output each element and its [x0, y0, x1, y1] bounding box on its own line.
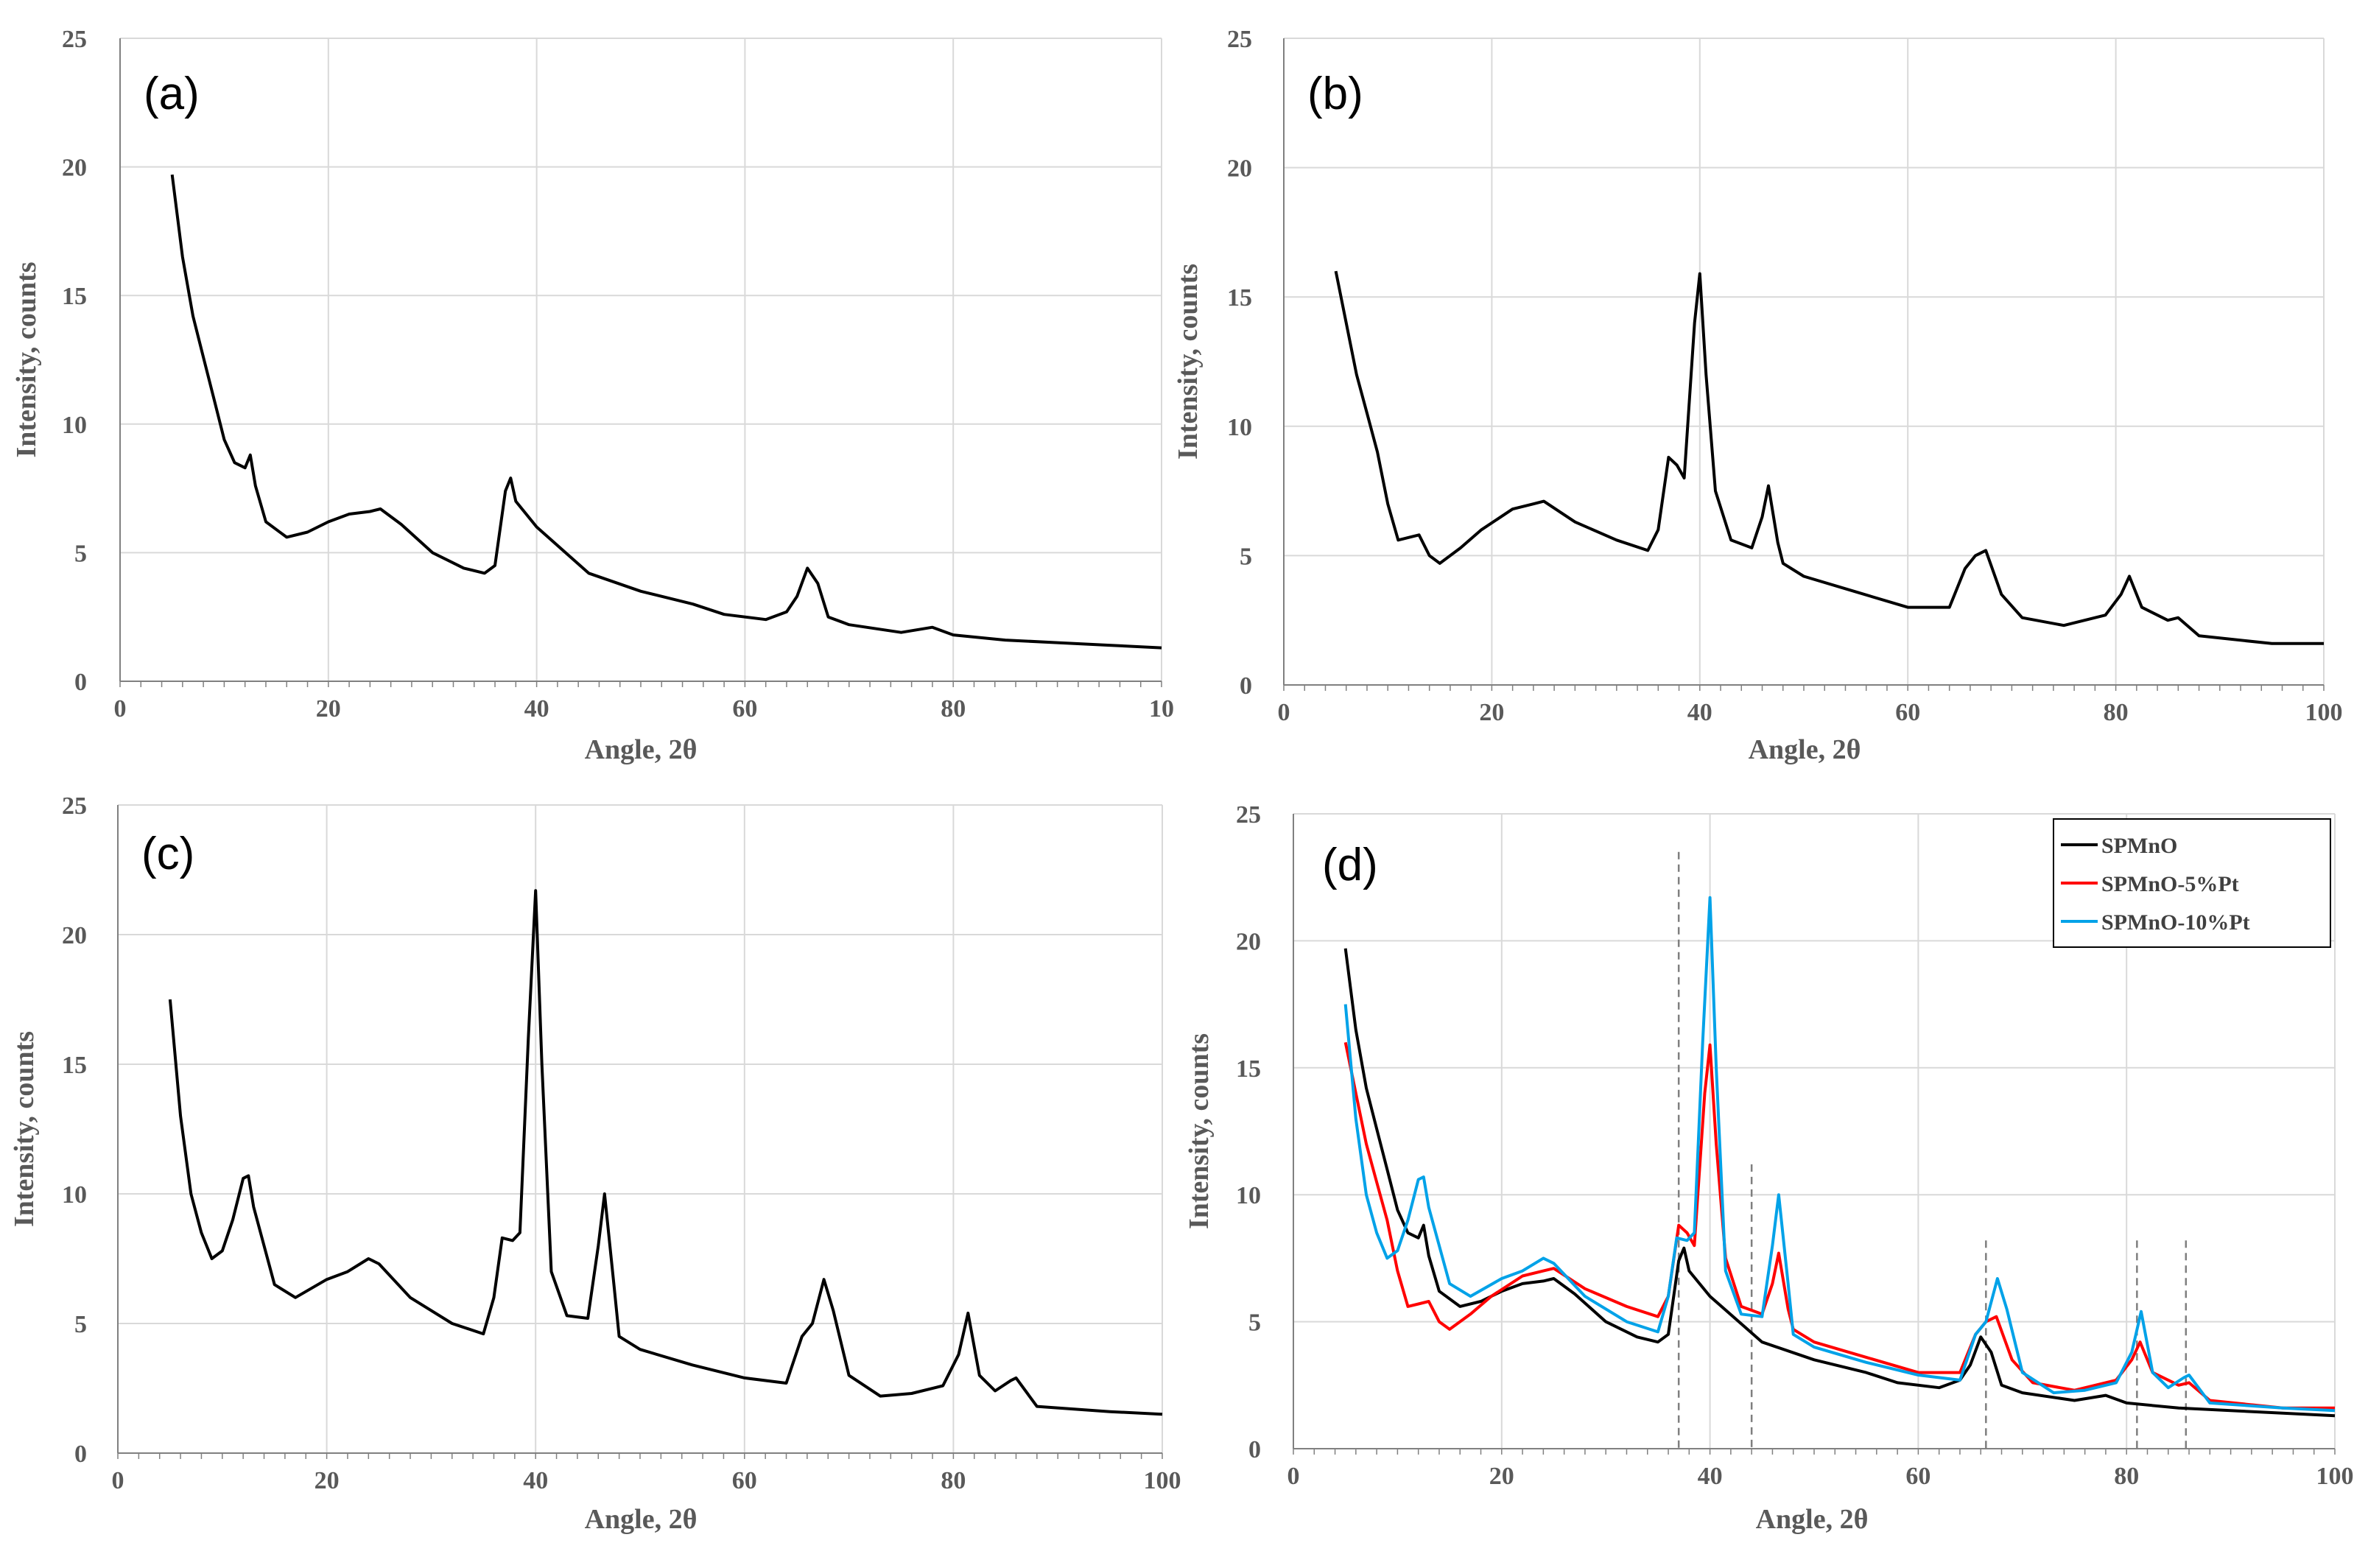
x-tick-label: 80 [941, 1467, 966, 1494]
x-axis-title: Angle, 2θ [1749, 734, 1861, 765]
x-tick-label: 100 [2305, 699, 2343, 726]
y-tick-label: 10 [1236, 1182, 1261, 1209]
series-line-0 [168, 889, 1163, 1416]
x-axis-title: Angle, 2θ [585, 1504, 698, 1535]
y-tick-label: 0 [1248, 1436, 1261, 1463]
y-tick-label: 15 [62, 1052, 87, 1079]
x-tick-label: 20 [315, 1467, 340, 1494]
y-tick-label: 10 [62, 1181, 87, 1209]
legend-entry: SPMnO-10%Pt [2101, 910, 2250, 935]
x-axis-title: Angle, 2θ [585, 734, 698, 765]
y-axis-title: Intensity, counts [1173, 264, 1204, 460]
x-tick-label: 0 [112, 1467, 124, 1494]
y-axis-title: Intensity, counts [1184, 1033, 1215, 1229]
y-axis-title: Intensity, counts [11, 261, 42, 457]
panel-label: (d) [1322, 840, 1378, 890]
x-tick-label: 60 [1895, 699, 1920, 726]
x-tick-label: 20 [1479, 699, 1504, 726]
x-tick-label: 100 [1144, 1467, 1181, 1494]
y-tick-label: 20 [62, 922, 87, 949]
series-line-2 [1343, 896, 2336, 1413]
x-axis-title: Angle, 2θ [1756, 1504, 1869, 1535]
panel-label: (a) [144, 68, 200, 119]
y-tick-label: 15 [1227, 284, 1252, 312]
x-tick-label: 20 [316, 695, 341, 723]
x-tick-label: 0 [1287, 1463, 1300, 1490]
y-tick-label: 5 [1240, 543, 1252, 570]
panel-c: 0 20 40 60 80 100 0 5 10 15 20 25 Angle, 2θ Intensity… [9, 792, 1181, 1535]
y-tick-label: 0 [1240, 672, 1252, 700]
panel-label: (b) [1307, 68, 1363, 119]
y-tick-label: 25 [62, 26, 87, 53]
panel-b: 0 20 40 60 80 100 0 5 10 15 20 25 Angle, 2θ Intensity… [1173, 26, 2343, 765]
y-tick-label: 25 [1236, 801, 1261, 829]
panel-label: (c) [141, 829, 194, 879]
y-tick-label: 25 [1227, 26, 1252, 53]
x-tick-label: 0 [114, 695, 127, 723]
y-tick-label: 15 [1236, 1055, 1261, 1083]
x-tick-label: 40 [523, 1467, 548, 1494]
series-line-0 [170, 174, 1162, 650]
x-tick-label: 100 [2316, 1463, 2354, 1490]
y-tick-label: 20 [1236, 928, 1261, 955]
y-tick-label: 5 [74, 1311, 87, 1338]
x-tick-label: 80 [2104, 699, 2129, 726]
y-tick-label: 10 [1227, 414, 1252, 441]
series-line-0 [1343, 948, 2336, 1418]
x-tick-label: 40 [1687, 699, 1712, 726]
x-tick-label: 0 [1278, 699, 1290, 726]
x-tick-label: 40 [524, 695, 549, 723]
x-tick-label: 40 [1698, 1463, 1723, 1490]
series-line-0 [1334, 270, 2324, 645]
y-tick-label: 5 [1248, 1309, 1261, 1337]
x-tick-label: 20 [1489, 1463, 1514, 1490]
y-tick-label: 0 [74, 1441, 87, 1468]
y-tick-label: 5 [74, 540, 87, 567]
x-tick-label: 60 [1905, 1463, 1930, 1490]
panel-d: 0 20 40 60 80 100 0 5 10 15 20 25 Angle, 2θ Intensity… [1184, 801, 2354, 1535]
y-tick-label: 10 [62, 412, 87, 439]
y-tick-label: 0 [74, 669, 87, 696]
y-tick-label: 25 [62, 792, 87, 820]
x-tick-label: 60 [732, 695, 757, 723]
y-tick-label: 20 [62, 155, 87, 182]
y-tick-label: 20 [1227, 155, 1252, 183]
y-axis-title: Intensity, counts [9, 1031, 40, 1227]
x-tick-label: 60 [732, 1467, 757, 1494]
legend-entry: SPMnO-5%Pt [2101, 872, 2239, 896]
y-tick-label: 15 [62, 283, 87, 310]
legend-box [2053, 818, 2331, 948]
x-tick-label: 10 [1149, 695, 1174, 723]
legend-entry: SPMnO [2101, 834, 2177, 858]
x-tick-label: 80 [2114, 1463, 2139, 1490]
x-tick-label: 80 [941, 695, 966, 723]
